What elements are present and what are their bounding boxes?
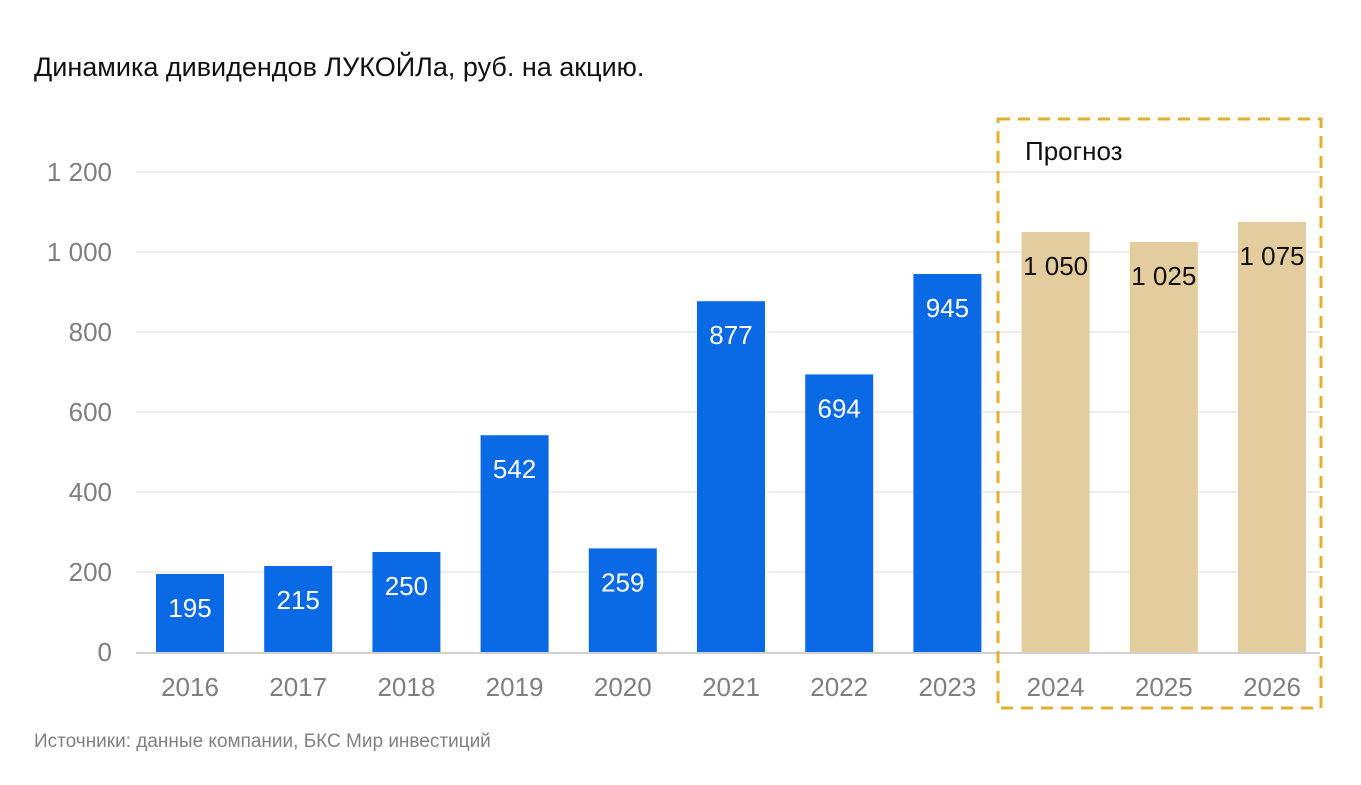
x-tick-label-2016: 2016 [161,672,219,702]
bar-2025 [1129,242,1198,652]
y-tick-label: 0 [98,637,112,667]
x-tick-label-2021: 2021 [702,672,760,702]
bar-2021 [697,301,765,652]
value-label-2024: 1 050 [1023,251,1088,281]
value-label-2020: 259 [601,567,644,597]
bar-2016 [156,574,224,652]
bar-2024 [1021,232,1090,652]
bar-2020 [588,548,657,652]
bar-2026 [1238,222,1306,652]
x-tick-label-2017: 2017 [269,672,327,702]
value-label-2025: 1 025 [1131,261,1196,291]
value-label-2018: 250 [385,571,428,601]
bar-2017 [264,566,333,652]
source-note: Источники: данные компании, БКС Мир инве… [34,731,491,752]
x-tick-label-2023: 2023 [918,672,976,702]
bar-2019 [480,435,549,652]
chart-title: Динамика дивидендов ЛУКОЙЛа, руб. на акц… [34,52,645,82]
value-label-2021: 877 [709,320,752,350]
y-axis-ticks: 0 200 400 600 800 1 000 1 200 [47,157,112,667]
value-label-2022: 694 [818,393,861,423]
x-tick-label-2020: 2020 [594,672,652,702]
value-label-2016: 195 [168,593,211,623]
bar-2022 [805,374,874,652]
y-tick-label: 600 [69,397,112,427]
forecast-box [996,117,1323,710]
bar-2023 [913,274,982,652]
x-tick-label-2019: 2019 [486,672,544,702]
forecast-label: Прогноз [1025,136,1123,166]
x-tick-label-2022: 2022 [810,672,868,702]
x-tick-label-2025: 2025 [1135,672,1193,702]
bars: 195 215 250 542 259 877 694 945 1 050 1 025 1 075 [156,222,1306,652]
y-tick-label: 200 [69,557,112,587]
value-label-2023: 945 [926,293,969,323]
value-label-2019: 542 [493,454,536,484]
bar-2018 [372,552,441,652]
value-label-2026: 1 075 [1239,241,1304,271]
y-tick-label: 400 [69,477,112,507]
x-axis-ticks: 2016 2017 2018 2019 2020 2021 2022 2023 2024 2025… [161,672,1301,702]
y-tick-label: 1 200 [47,157,112,187]
x-tick-label-2024: 2024 [1027,672,1085,702]
y-tick-label: 1 000 [47,237,112,267]
value-label-2017: 215 [277,585,320,615]
y-tick-label: 800 [69,317,112,347]
x-tick-label-2026: 2026 [1243,672,1301,702]
x-tick-label-2018: 2018 [377,672,435,702]
